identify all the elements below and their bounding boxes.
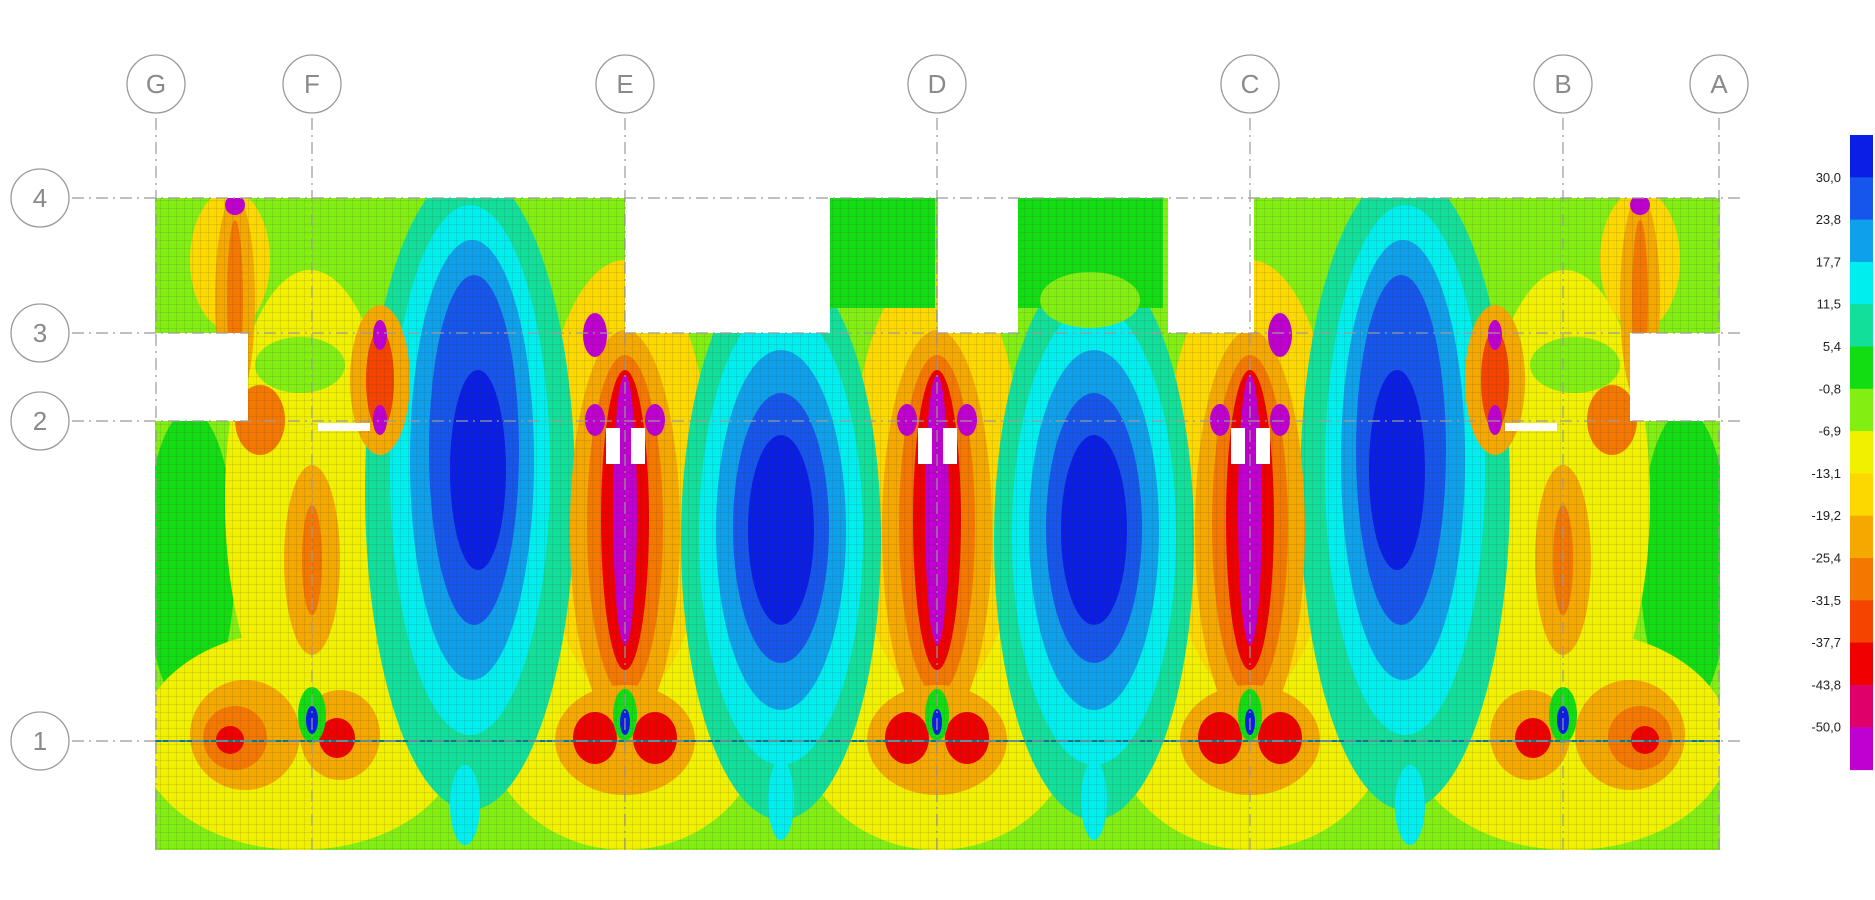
column-grid-lines — [155, 118, 1720, 855]
legend-swatch — [1850, 346, 1873, 390]
legend-swatch — [1850, 600, 1873, 644]
legend-label: 5,4 — [1823, 339, 1841, 354]
column-label-b: B — [1554, 69, 1571, 99]
legend-label: -19,2 — [1811, 508, 1841, 523]
row-label-3: 3 — [33, 318, 47, 348]
row-grid-lines — [72, 197, 1740, 742]
legend-swatch — [1850, 388, 1873, 432]
legend-swatch — [1850, 684, 1873, 728]
column-label-d: D — [928, 69, 947, 99]
column-gap-c2 — [1256, 428, 1270, 464]
row-label-2: 2 — [33, 406, 47, 436]
column-gap-d2 — [943, 428, 957, 464]
column-gap-e1 — [606, 428, 620, 464]
legend-label: -25,4 — [1811, 551, 1841, 566]
wall-slot-f — [318, 423, 370, 431]
opening-top-d — [938, 198, 1018, 333]
wall-slot-b — [1505, 423, 1557, 431]
legend-swatch — [1850, 177, 1873, 221]
row-bubble-4: 4 — [10, 168, 70, 228]
opening-right — [1630, 333, 1720, 421]
row-bubble-2: 2 — [10, 391, 70, 451]
legend-label: 30,0 — [1816, 170, 1841, 185]
row-label-1: 1 — [33, 726, 47, 756]
color-scale-legend: 30,0 23,8 17,7 11,5 5,4 -0,8 -6,9 -13,1 -19,2 -25… — [1811, 135, 1873, 771]
column-bubble-b: B — [1533, 54, 1593, 114]
column-bubble-g: G — [126, 54, 186, 114]
legend-swatch — [1850, 219, 1873, 263]
column-label-e: E — [616, 69, 633, 99]
opening-top-c — [1168, 198, 1254, 333]
legend-swatch — [1850, 304, 1873, 348]
column-bubble-e: E — [595, 54, 655, 114]
legend-label: -31,5 — [1811, 593, 1841, 608]
legend-swatch — [1850, 431, 1873, 474]
contour-plot — [155, 198, 1720, 850]
legend-label: -13,1 — [1811, 466, 1841, 481]
legend-label: 17,7 — [1816, 254, 1841, 269]
column-bubbles: G F E D C B A — [126, 54, 1749, 114]
row-bubbles: 4 3 2 1 — [10, 168, 70, 771]
legend-swatch — [1850, 642, 1873, 686]
opening-left — [155, 333, 248, 421]
legend-label: 23,8 — [1816, 212, 1841, 227]
legend-swatch — [1850, 727, 1873, 771]
column-bubble-a: A — [1689, 54, 1749, 114]
legend-label: 11,5 — [1817, 297, 1841, 312]
column-bubble-c: C — [1220, 54, 1280, 114]
opening-top-e — [625, 198, 830, 333]
column-label-c: C — [1241, 69, 1260, 99]
legend-label: -0,8 — [1819, 381, 1841, 396]
legend-swatches — [1850, 135, 1873, 771]
legend-swatch — [1850, 261, 1873, 305]
legend-labels: 30,0 23,8 17,7 11,5 5,4 -0,8 -6,9 -13,1 -19,2 -25… — [1811, 170, 1841, 735]
row-bubble-1: 1 — [10, 711, 70, 771]
column-bubble-f: F — [282, 54, 342, 114]
legend-swatch — [1850, 515, 1873, 559]
legend-label: -50,0 — [1811, 720, 1841, 735]
slab-openings — [155, 198, 1720, 464]
legend-label: -43,8 — [1811, 677, 1841, 692]
column-label-f: F — [304, 69, 320, 99]
row-bubble-3: 3 — [10, 303, 70, 363]
column-bubble-d: D — [907, 54, 967, 114]
legend-label: -37,7 — [1811, 635, 1841, 650]
legend-swatch — [1850, 473, 1873, 517]
legend-label: -6,9 — [1819, 424, 1841, 439]
column-label-a: A — [1710, 69, 1728, 99]
legend-swatch — [1850, 135, 1873, 178]
row-label-4: 4 — [33, 183, 47, 213]
column-gap-d1 — [918, 428, 932, 464]
column-gap-c1 — [1231, 428, 1245, 464]
column-label-g: G — [146, 69, 166, 99]
column-gap-e2 — [631, 428, 645, 464]
legend-swatch — [1850, 558, 1873, 601]
